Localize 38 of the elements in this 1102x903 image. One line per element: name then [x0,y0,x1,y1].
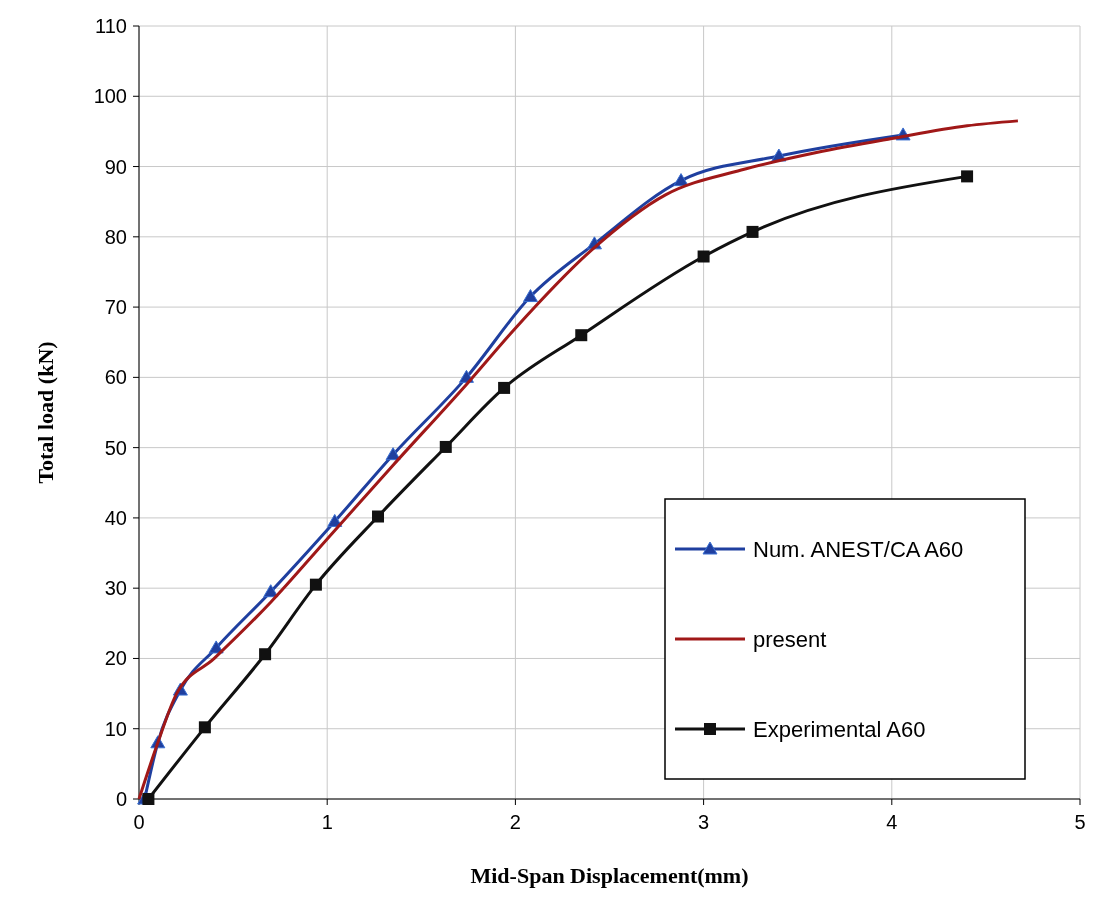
y-tick-label: 90 [104,155,127,178]
point [673,173,689,187]
point [385,447,401,461]
x-tick-label: 0 [133,811,145,833]
y-axis-title: Total load (kN) [33,341,58,484]
point [746,225,759,238]
point [697,250,710,263]
x-tick-label: 2 [509,811,521,833]
point [309,578,322,591]
point [575,329,588,342]
y-tick-label: 100 [93,85,127,108]
y-tick-label: 0 [115,788,127,810]
legend-label: Experimental A60 [753,717,926,742]
x-tick-label: 1 [321,811,333,833]
point [259,648,272,661]
point [263,584,279,598]
point [522,289,538,303]
x-axis-title: Mid-Span Displacement(mm) [470,863,749,888]
point [372,510,385,523]
x-tick-label: 4 [886,811,898,833]
x-tick-label: 5 [1074,811,1086,833]
y-tick-label: 30 [104,577,127,600]
point [498,381,511,394]
y-tick-label: 40 [104,506,127,529]
point [961,170,974,183]
legend-label: Num. ANEST/CA A60 [753,537,964,562]
y-tick-label: 70 [104,296,127,319]
y-tick-label: 80 [104,225,127,248]
y-tick-label: 110 [95,15,127,37]
y-tick-label: 50 [104,436,127,459]
point [439,440,452,453]
point [142,793,155,805]
legend-label: present [753,627,827,652]
y-tick-label: 20 [104,647,127,670]
point [198,721,211,734]
x-tick-label: 3 [698,811,710,833]
y-tick-label: 10 [104,717,127,740]
y-tick-label: 60 [104,366,127,389]
